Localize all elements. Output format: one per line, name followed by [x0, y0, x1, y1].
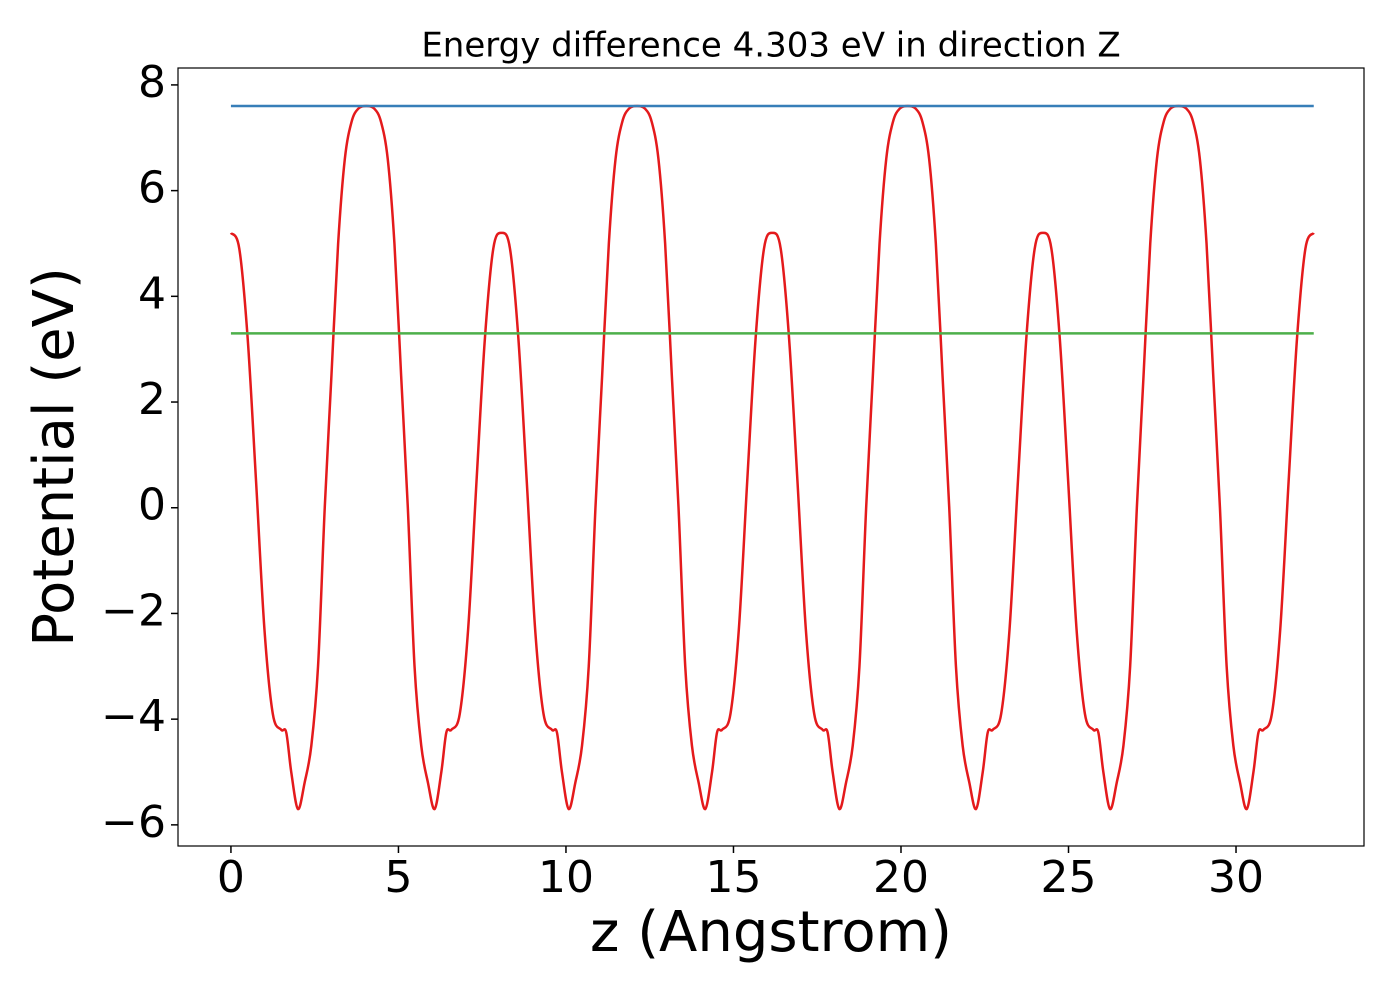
y-tick-label: 4	[138, 268, 166, 319]
y-tick-label: −6	[101, 797, 166, 848]
y-tick-label: 2	[138, 374, 166, 425]
chart-title: Energy difference 4.303 eV in direction …	[421, 26, 1120, 66]
y-tick-label: 8	[138, 57, 166, 108]
y-tick-label: −4	[101, 691, 166, 742]
plot-frame	[177, 67, 1365, 847]
x-axis-label: z (Angstrom)	[590, 900, 952, 965]
y-tick-label: 6	[138, 163, 166, 214]
y-axis-label: Potential (eV)	[22, 267, 87, 647]
x-tick-label: 10	[538, 852, 594, 903]
data-line	[229, 104, 1315, 811]
y-tick-label: −2	[101, 585, 166, 636]
x-tick-label: 5	[384, 852, 412, 903]
x-tick-label: 15	[705, 852, 761, 903]
x-tick-label: 25	[1041, 852, 1097, 903]
x-tick-label: 20	[873, 852, 929, 903]
x-tick-label: 0	[217, 852, 245, 903]
x-tick-label: 30	[1208, 852, 1264, 903]
y-tick-label: 0	[138, 480, 166, 531]
